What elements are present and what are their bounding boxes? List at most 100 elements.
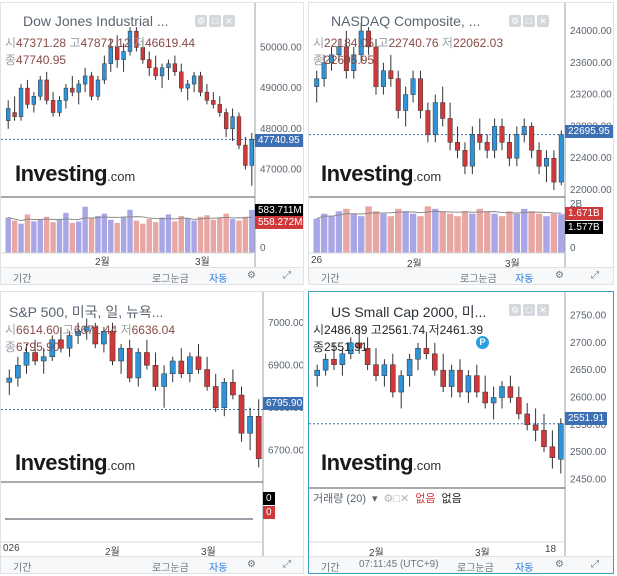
sp500-xlabel-mar: 3월: [201, 547, 216, 558]
time-readout: 07:11:45 (UTC+9): [359, 559, 439, 570]
volume-bar: [140, 223, 146, 253]
candle-body: [447, 118, 453, 143]
nasdaq-panel-buttons[interactable]: ⚙ □ ✕: [509, 15, 549, 27]
close-icon[interactable]: ✕: [537, 304, 549, 316]
candle-body: [524, 413, 530, 426]
dow-panel-buttons[interactable]: ⚙ □ ✕: [195, 15, 235, 27]
maximize-icon[interactable]: □: [209, 15, 221, 27]
candle-body: [134, 30, 139, 48]
candle-body: [230, 116, 235, 130]
volume-bar: [204, 215, 210, 253]
volume-bar: [197, 216, 204, 253]
auto-scale-button[interactable]: 자동: [209, 274, 228, 285]
investing-logo: Investing.com: [321, 450, 442, 475]
candle-body: [425, 110, 431, 135]
candle-body: [38, 79, 43, 97]
candle-body: [115, 47, 120, 60]
event-marker-icon[interactable]: P: [476, 336, 489, 349]
candle-body: [83, 326, 90, 332]
settings-icon[interactable]: ⚙: [509, 15, 521, 27]
candle-body: [185, 83, 190, 89]
maximize-icon[interactable]: □: [523, 15, 535, 27]
period-button[interactable]: 기간: [13, 274, 32, 285]
candle-body: [388, 70, 394, 79]
volume-legend-a: 없음: [415, 493, 436, 505]
candle-body: [44, 79, 49, 101]
volume-bar: [242, 216, 249, 253]
candle-body: [490, 397, 497, 404]
candle-body: [455, 142, 461, 151]
close-icon[interactable]: ✕: [537, 15, 549, 27]
auto-scale-button[interactable]: 자동: [209, 563, 228, 574]
close-icon[interactable]: ✕: [223, 15, 235, 27]
candle-body: [102, 63, 107, 81]
investing-logo: Investing.com: [15, 450, 136, 475]
gear-icon[interactable]: ⚙: [555, 270, 564, 281]
fullscreen-icon[interactable]: ⤢: [283, 559, 291, 570]
settings-icon[interactable]: ⚙: [509, 304, 521, 316]
volume-bar: [31, 221, 37, 253]
candle-body: [484, 142, 490, 151]
auto-scale-button[interactable]: 자동: [515, 274, 534, 285]
log-scale-button[interactable]: 로그눈금: [457, 563, 494, 574]
log-scale-button[interactable]: 로그눈금: [152, 563, 189, 574]
settings-icon[interactable]: ⚙: [195, 15, 207, 27]
chart-panel-nasdaq[interactable]: 24000.0023600.0023200.0022800.0022400.00…: [308, 2, 614, 285]
candle-body: [541, 430, 547, 447]
gear-icon[interactable]: ⚙: [247, 270, 256, 281]
auto-scale-button[interactable]: 자동: [515, 563, 534, 574]
candle-body: [58, 339, 64, 349]
sp500-bottom-bar: 기간 로그눈금 자동 ⚙ ⤢: [1, 556, 303, 573]
log-scale-button[interactable]: 로그눈금: [460, 274, 497, 285]
dow-candles: 50000.00 49000.00 48000.00 47000.00 0: [1, 3, 302, 268]
gear-icon[interactable]: ⚙: [555, 559, 564, 570]
fullscreen-icon[interactable]: ⤢: [283, 270, 291, 281]
candle-body: [25, 87, 30, 105]
volume-bar: [350, 213, 357, 253]
chart-panel-russell[interactable]: 2750.00 2700.00 2650.00 2600.00 2550.00 2500.…: [308, 291, 614, 574]
volume-bar: [178, 215, 184, 253]
y-tick-label: 2450.00: [570, 475, 607, 486]
nasdaq-vol-tag-1: 1.671B: [565, 207, 603, 220]
maximize-icon[interactable]: □: [523, 304, 535, 316]
period-button[interactable]: 기간: [321, 563, 340, 574]
volume-bar: [217, 217, 223, 253]
period-button[interactable]: 기간: [321, 274, 340, 285]
volume-bar: [446, 213, 454, 253]
y-tick-label: 23600.00: [570, 58, 612, 69]
volume-bar: [395, 208, 402, 253]
candle-body: [153, 67, 158, 77]
y-tick-label: 7000.00: [268, 318, 304, 329]
candle-body: [417, 78, 423, 111]
volume-bar: [114, 222, 120, 253]
chevron-down-icon[interactable]: ▾: [371, 492, 378, 505]
volume-bar: [476, 208, 483, 253]
candle-body: [159, 67, 165, 77]
fullscreen-icon[interactable]: ⤢: [591, 270, 599, 281]
candle-body: [406, 358, 413, 376]
volume-bar: [528, 211, 535, 253]
candle-body: [40, 356, 47, 362]
russell-panel-buttons[interactable]: ⚙ □ ✕: [509, 304, 549, 316]
log-scale-button[interactable]: 로그눈금: [152, 274, 189, 285]
candle-body: [70, 87, 75, 93]
candle-body: [351, 54, 357, 71]
volume-bar: [127, 209, 133, 253]
nasdaq-xlabel-feb: 2월: [407, 259, 422, 270]
y-tick-label: 2650.00: [570, 365, 607, 376]
volume-legend[interactable]: 거래량 (20) ▾ ⚙□✕ 없음 없음: [313, 490, 462, 506]
chart-panel-dow[interactable]: 50000.00 49000.00 48000.00 47000.00 0 Dow Jo…: [0, 2, 304, 285]
period-button[interactable]: 기간: [13, 563, 32, 574]
candle-body: [223, 112, 229, 130]
candle-body: [432, 353, 438, 371]
volume-bar: [543, 216, 550, 253]
settings-icon[interactable]: ⚙□✕: [383, 492, 410, 505]
candle-body: [101, 331, 107, 345]
gear-icon[interactable]: ⚙: [247, 559, 256, 570]
fullscreen-icon[interactable]: ⤢: [591, 559, 599, 570]
candle-body: [179, 71, 184, 89]
candle-body: [440, 369, 446, 387]
candle-body: [178, 360, 185, 374]
candle-body: [172, 63, 178, 73]
